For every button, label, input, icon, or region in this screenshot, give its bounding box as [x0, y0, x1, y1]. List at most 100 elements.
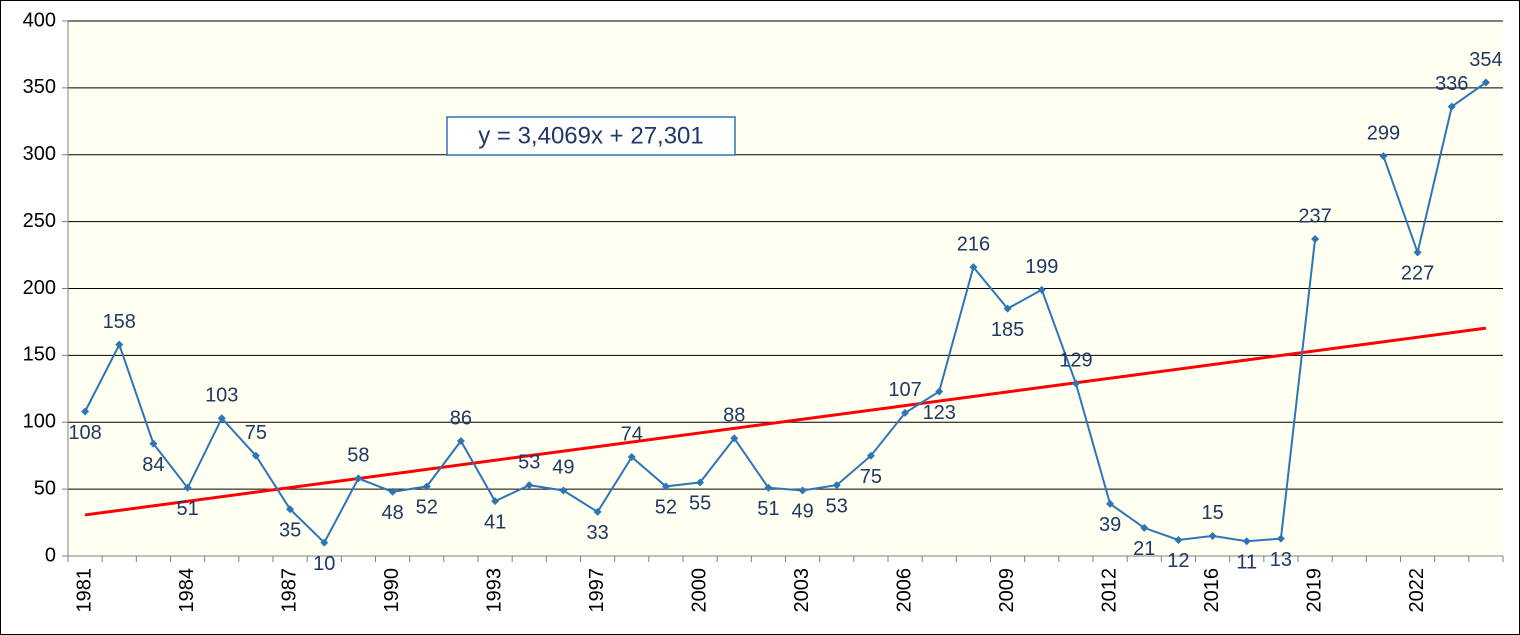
- x-tick-label: 2012: [1098, 568, 1120, 613]
- data-point: [251, 451, 260, 460]
- data-point: [696, 478, 705, 487]
- y-tick-label: 400: [23, 9, 56, 31]
- data-point: [1208, 531, 1217, 540]
- data-label: 51: [176, 498, 198, 520]
- x-tick-label: 2003: [791, 568, 813, 613]
- data-point: [422, 482, 431, 491]
- data-point: [1481, 78, 1490, 87]
- data-point: [593, 507, 602, 516]
- data-point: [764, 483, 773, 492]
- x-tick-label: 1997: [586, 568, 608, 613]
- x-tick-label: 1981: [73, 568, 95, 613]
- data-label: 48: [381, 502, 403, 524]
- trendline: [84, 326, 1487, 517]
- x-tick-label: 1990: [381, 568, 403, 613]
- data-label: 88: [723, 405, 745, 427]
- data-label: 13: [1270, 549, 1292, 571]
- data-label: 35: [279, 519, 301, 541]
- data-label: 123: [923, 402, 956, 424]
- y-tick-label: 0: [45, 544, 56, 566]
- x-tick-label: 2022: [1406, 568, 1428, 613]
- data-point: [286, 505, 295, 514]
- data-point: [81, 407, 90, 416]
- y-tick-label: 150: [23, 344, 56, 366]
- equation: y = 3,4069x + 27,301: [478, 122, 704, 149]
- data-label: 86: [450, 407, 472, 429]
- data-label: 49: [791, 501, 813, 523]
- data-label: 10: [313, 553, 335, 575]
- x-tick-label: 1987: [278, 568, 300, 613]
- data-label: 53: [826, 495, 848, 517]
- data-point: [491, 497, 500, 506]
- data-label: 354: [1469, 49, 1502, 71]
- data-point: [1174, 535, 1183, 544]
- data-point: [832, 481, 841, 490]
- data-label: 39: [1099, 514, 1121, 536]
- data-point: [1037, 285, 1046, 294]
- data-label: 55: [689, 493, 711, 515]
- data-point: [354, 474, 363, 483]
- data-label: 199: [1025, 256, 1058, 278]
- data-label: 41: [484, 511, 506, 533]
- y-tick-label: 200: [23, 277, 56, 299]
- y-tick-label: 50: [34, 477, 56, 499]
- data-point: [1379, 152, 1388, 161]
- data-label: 336: [1435, 73, 1468, 95]
- data-label: 129: [1059, 350, 1092, 372]
- data-label: 74: [621, 423, 643, 445]
- data-point: [1311, 235, 1320, 244]
- data-point: [183, 483, 192, 492]
- x-tick-label: 2000: [688, 568, 710, 613]
- data-point: [627, 453, 636, 462]
- data-point: [149, 439, 158, 448]
- data-point: [730, 434, 739, 443]
- data-label: 15: [1201, 502, 1223, 524]
- data-point: [901, 408, 910, 417]
- data-point: [320, 538, 329, 547]
- data-label: 53: [518, 451, 540, 473]
- y-tick-label: 350: [23, 76, 56, 98]
- data-point: [525, 481, 534, 490]
- data-point: [661, 482, 670, 491]
- x-tick-label: 1984: [176, 568, 198, 613]
- data-point: [1447, 102, 1456, 111]
- y-tick-label: 100: [23, 411, 56, 433]
- data-point: [866, 451, 875, 460]
- data-label: 52: [416, 497, 438, 519]
- x-tick-label: 2009: [996, 568, 1018, 613]
- data-point: [217, 414, 226, 423]
- x-tick-label: 2006: [893, 568, 915, 613]
- data-point: [1276, 534, 1285, 543]
- data-label: 52: [655, 497, 677, 519]
- y-tick-label: 300: [23, 143, 56, 165]
- data-point: [1106, 499, 1115, 508]
- data-label: 103: [205, 385, 238, 407]
- data-point: [456, 436, 465, 445]
- data-label: 237: [1298, 205, 1331, 227]
- x-tick-label: 2019: [1303, 568, 1325, 613]
- data-label: 107: [888, 379, 921, 401]
- data-label: 84: [142, 454, 164, 476]
- data-label: 12: [1167, 550, 1189, 572]
- data-point: [1242, 537, 1251, 546]
- data-label: 75: [245, 422, 267, 444]
- data-label: 158: [103, 311, 136, 333]
- data-label: 11: [1236, 552, 1257, 574]
- data-label: 185: [991, 319, 1024, 341]
- data-point: [798, 486, 807, 495]
- data-label: 227: [1401, 263, 1434, 285]
- data-label: 21: [1133, 538, 1155, 560]
- data-point: [115, 340, 124, 349]
- data-label: 108: [68, 422, 101, 444]
- data-label: 75: [860, 466, 882, 488]
- y-tick-label: 250: [23, 210, 56, 232]
- data-label: 216: [957, 233, 990, 255]
- data-label: 49: [552, 457, 574, 479]
- x-tick-label: 2016: [1201, 568, 1223, 613]
- data-point: [935, 387, 944, 396]
- data-label: 58: [347, 445, 369, 467]
- data-point: [1003, 304, 1012, 313]
- data-point: [969, 263, 978, 272]
- data-label: 299: [1367, 122, 1400, 144]
